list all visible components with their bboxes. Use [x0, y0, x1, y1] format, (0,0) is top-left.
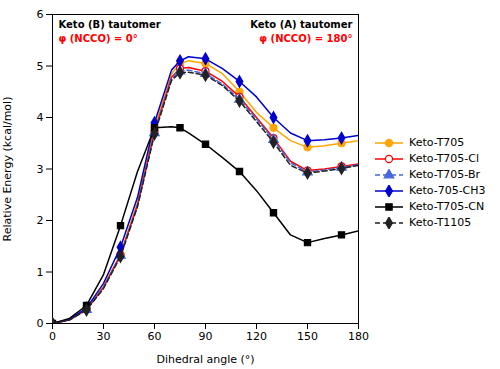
svg-text:0: 0: [37, 317, 44, 330]
html-text:Keto-T705-CN: Keto-T705-CN: [409, 200, 485, 213]
svg-text:90: 90: [199, 330, 213, 343]
svg-text:Dihedral angle (°): Dihedral angle (°): [156, 353, 254, 366]
html-text:Keto-T705-Br: Keto-T705-Br: [409, 168, 480, 181]
html-text:Keto-T705: Keto-T705: [409, 136, 465, 149]
svg-text:2: 2: [37, 214, 44, 227]
svg-text:3: 3: [37, 163, 44, 176]
svg-text:1: 1: [37, 266, 44, 279]
svg-text:Keto (A) tautomer: Keto (A) tautomer: [250, 19, 352, 30]
svg-text:120: 120: [246, 330, 267, 343]
svg-text:φ (NCCO) = 180°: φ (NCCO) = 180°: [259, 33, 352, 44]
svg-text:Relative Energy (kcal/mol): Relative Energy (kcal/mol): [1, 97, 14, 242]
svg-text:φ (NCCO) = 0°: φ (NCCO) = 0°: [59, 33, 138, 44]
svg-text:30: 30: [97, 330, 111, 343]
svg-text:180: 180: [348, 330, 369, 343]
html-text:Keto-T1105: Keto-T1105: [409, 216, 472, 229]
svg-text:6: 6: [37, 8, 44, 21]
svg-text:Keto (B) tautomer: Keto (B) tautomer: [59, 19, 161, 30]
svg-text:5: 5: [37, 60, 44, 73]
html-text:Keto-T705-Cl: Keto-T705-Cl: [409, 152, 480, 165]
html-text:Keto-705-CH3: Keto-705-CH3: [409, 184, 486, 197]
svg-text:4: 4: [37, 111, 44, 124]
svg-text:60: 60: [148, 330, 162, 343]
svg-text:150: 150: [297, 330, 318, 343]
svg-text:0: 0: [49, 330, 56, 343]
